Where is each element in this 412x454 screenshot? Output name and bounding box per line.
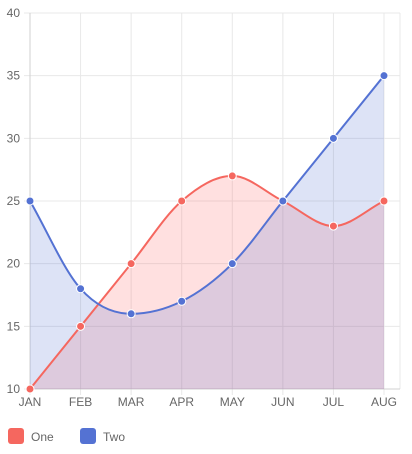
series-areas [30, 75, 384, 390]
y-tick-label: 20 [7, 257, 21, 271]
y-tick-label: 10 [7, 382, 21, 396]
x-axis: JAN FEB MAR APR MAY JUN JUL AUG [19, 395, 397, 409]
legend-label-one[interactable]: One [31, 430, 54, 444]
data-point-two[interactable] [278, 196, 288, 206]
series-points [25, 71, 389, 394]
x-tick-label: JAN [19, 395, 42, 409]
x-tick-label: MAY [220, 395, 245, 409]
data-point-one[interactable] [25, 384, 35, 394]
legend: One Two [8, 428, 125, 444]
x-tick-label: JUN [271, 395, 294, 409]
data-point-one[interactable] [126, 259, 136, 269]
x-tick-label: JUL [323, 395, 345, 409]
data-point-two[interactable] [126, 309, 136, 319]
y-axis: 10 15 20 25 30 35 40 [7, 6, 21, 396]
data-point-one[interactable] [76, 321, 86, 331]
data-point-two[interactable] [177, 296, 187, 306]
data-point-two[interactable] [379, 71, 389, 81]
legend-swatch-one[interactable] [8, 428, 24, 444]
series-area-two [30, 75, 384, 390]
data-point-one[interactable] [227, 171, 237, 181]
y-tick-label: 25 [7, 194, 21, 208]
data-point-two[interactable] [227, 259, 237, 269]
data-point-two[interactable] [25, 196, 35, 206]
legend-label-two[interactable]: Two [103, 430, 125, 444]
series-area-one [30, 175, 384, 389]
data-point-one[interactable] [379, 196, 389, 206]
data-point-one[interactable] [177, 196, 187, 206]
x-tick-label: MAR [118, 395, 145, 409]
y-tick-label: 40 [7, 6, 21, 20]
x-tick-label: APR [169, 395, 194, 409]
data-point-two[interactable] [76, 284, 86, 294]
data-point-two[interactable] [328, 133, 338, 143]
x-tick-label: AUG [371, 395, 397, 409]
data-point-one[interactable] [328, 221, 338, 231]
legend-swatch-two[interactable] [80, 428, 96, 444]
y-tick-label: 30 [7, 131, 21, 145]
y-tick-label: 15 [7, 319, 21, 333]
y-tick-label: 35 [7, 69, 21, 83]
x-tick-label: FEB [69, 395, 92, 409]
